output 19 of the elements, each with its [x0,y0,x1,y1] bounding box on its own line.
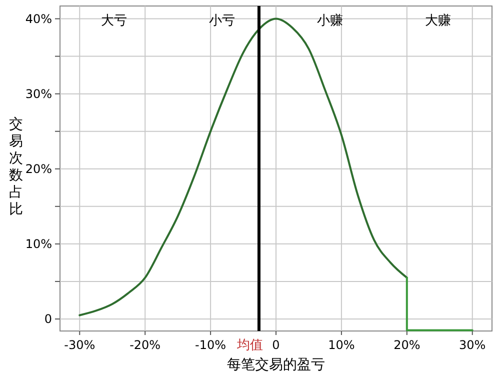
y-axis-title: 交易次数占比 [9,116,23,218]
y-tick-label: 20% [25,162,52,176]
x-tick-label: 30% [459,338,486,352]
y-tick-label: 10% [25,237,52,252]
y-tick-label: 30% [25,87,52,102]
annotation: 大赚 [425,14,451,29]
x-tick-label: 0 [272,338,280,352]
x-tick-label: 10% [328,338,355,352]
x-axis-title: 每笔交易的盈亏 [227,357,325,373]
y-tick-label: 40% [25,12,52,26]
ref-line-label: 均值 [236,338,263,353]
x-tick-label: -20% [130,338,161,352]
x-tick-label: 20% [394,338,420,352]
x-tick-label: -10% [195,338,226,352]
y-tick-label: 0 [44,312,52,326]
annotation: 小亏 [209,14,235,29]
x-tick-label: -30% [64,338,96,352]
annotation: 小赚 [317,14,343,29]
annotation: 大亏 [101,14,127,29]
